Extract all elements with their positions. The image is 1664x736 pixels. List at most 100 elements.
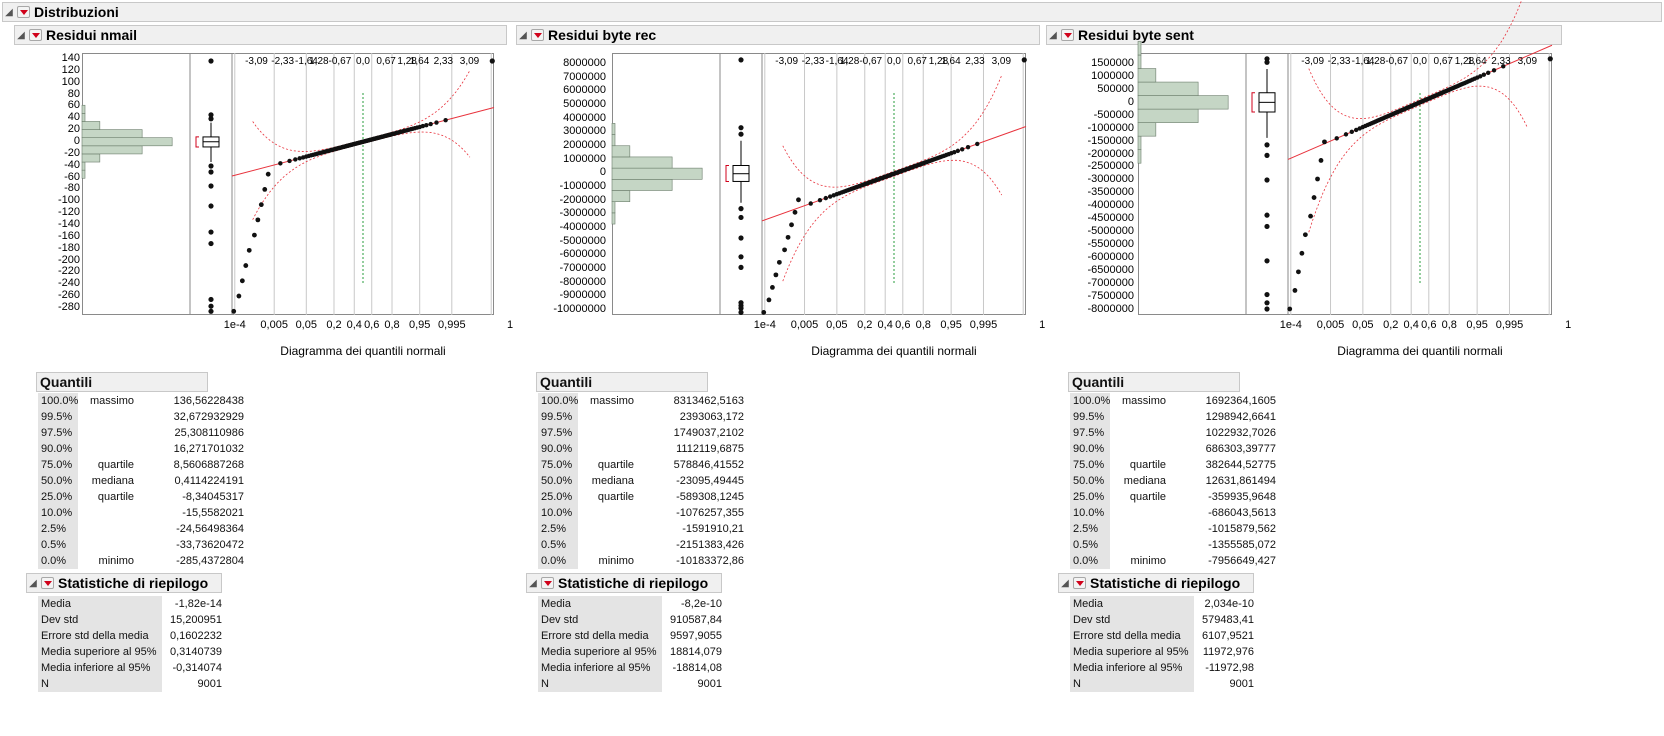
- summary-stats-table: Media -1,82e-14 Dev std 15,200951 Errore std…: [38, 596, 224, 692]
- bottom-tick-label: 0,95: [408, 319, 431, 331]
- qq-tail-point: [782, 247, 787, 253]
- top-tick-label: -2,33: [1327, 56, 1351, 67]
- collapse-triangle-icon[interactable]: ◢: [529, 577, 537, 589]
- bottom-tick-label: 1e-4: [223, 319, 246, 331]
- collapse-triangle-icon[interactable]: ◢: [1061, 577, 1069, 589]
- quantiles-table: 100.0% massimo 1692364,1605 99.5% 1298942,66…: [1070, 393, 1280, 571]
- top-tick-label: 1,64: [1467, 56, 1487, 67]
- top-tick-label: -2,33: [801, 56, 825, 67]
- quantile-value: 578846,41552: [673, 459, 744, 471]
- outlier-point: [1264, 59, 1270, 65]
- quantile-value: -2151383,426: [676, 539, 744, 551]
- collapse-triangle-icon[interactable]: ◢: [519, 29, 527, 41]
- qq-tail-point: [789, 222, 794, 228]
- bottom-tick-label: 0,6: [364, 319, 380, 331]
- y-tick-label: -60: [64, 170, 80, 183]
- bottom-tick-label: 0,8: [1441, 319, 1457, 331]
- stat-value: 18814,079: [670, 646, 722, 658]
- histogram-bar: [1137, 122, 1157, 137]
- y-tick-label: -200: [57, 253, 80, 266]
- table-row: Media superiore al 95% 18814,079: [538, 644, 724, 660]
- quantile-value: 1692364,1605: [1205, 395, 1276, 407]
- histogram-bar: [1137, 149, 1142, 164]
- red-menu-icon[interactable]: [41, 577, 54, 589]
- bottom-tick-label: 0,4: [1403, 319, 1419, 331]
- quantile-percent: 50.0%: [1070, 473, 1110, 489]
- red-menu-icon[interactable]: [29, 29, 42, 41]
- quantile-name: quartile: [597, 491, 634, 503]
- red-menu-icon[interactable]: [541, 577, 554, 589]
- collapse-triangle-icon[interactable]: ◢: [29, 577, 37, 589]
- red-menu-icon[interactable]: [17, 6, 30, 18]
- top-tick-label: 3,09: [991, 56, 1012, 67]
- red-menu-icon[interactable]: [531, 29, 544, 41]
- collapse-triangle-icon[interactable]: ◢: [1049, 29, 1057, 41]
- quantile-percent: 10.0%: [1070, 505, 1110, 521]
- table-row: 0.0% minimo -285,4372804: [38, 553, 248, 569]
- x-axis-caption: Diagramma dei quantili normali: [280, 344, 446, 358]
- collapse-triangle-icon[interactable]: ◢: [17, 29, 25, 41]
- quantiles-header[interactable]: Quantili: [1068, 372, 1240, 392]
- stat-value: -8,2e-10: [681, 598, 722, 610]
- qq-tail-point: [792, 209, 798, 215]
- summary-stats-title: Statistiche di riepilogo: [1090, 575, 1241, 591]
- outlier-point: [738, 125, 744, 131]
- stat-value: 11972,976: [1202, 646, 1254, 658]
- quantile-percent: 25.0%: [38, 489, 78, 505]
- table-row: 50.0% mediana 12631,861494: [1070, 473, 1280, 489]
- histogram-bar: [611, 123, 616, 135]
- stat-name: Dev std: [1070, 612, 1194, 628]
- distribution-plot: [81, 53, 495, 315]
- table-row: Media 2,034e-10: [1070, 596, 1256, 612]
- quantile-percent: 50.0%: [538, 473, 578, 489]
- quantile-percent: 2.5%: [38, 521, 78, 537]
- qq-point: [420, 123, 426, 129]
- quantile-value: 136,56228438: [173, 395, 244, 407]
- quantile-percent: 50.0%: [38, 473, 78, 489]
- y-tick-label: -220: [57, 265, 80, 278]
- qq-point: [278, 161, 283, 166]
- top-tick-label: -3,09: [245, 56, 268, 67]
- collapse-triangle-icon[interactable]: ◢: [5, 6, 13, 18]
- red-menu-icon[interactable]: [1061, 29, 1074, 41]
- qq-tail-point: [785, 234, 791, 240]
- y-tick-label: 0: [73, 135, 80, 147]
- stat-value: 0,3140739: [170, 646, 222, 658]
- y-tick-label: -9000000: [559, 289, 607, 302]
- table-row: 90.0% 16,271701032: [38, 441, 248, 457]
- bottom-tick-label: 0,05: [826, 319, 848, 331]
- outlier-point: [738, 309, 744, 316]
- histogram-bar: [81, 137, 173, 147]
- quantile-value: -24,56498364: [176, 523, 244, 535]
- bottom-tick-label: 0,2: [326, 319, 342, 331]
- stat-value: -0,314074: [172, 662, 222, 674]
- qq-point: [955, 148, 961, 154]
- top-tick-label: 2,33: [965, 56, 985, 67]
- y-tick-label: -260: [57, 289, 80, 302]
- distribuzioni-header: ◢ Distribuzioni: [2, 2, 1662, 22]
- distribution-plot: [611, 53, 1027, 316]
- y-tick-label: 1000000: [1091, 69, 1134, 82]
- panel-title: Residui byte rec: [548, 27, 657, 43]
- histogram-bar: [1137, 41, 1142, 56]
- bottom-tick-label: 0,6: [895, 319, 911, 331]
- qq-point: [1481, 72, 1487, 77]
- red-menu-icon[interactable]: [1073, 577, 1086, 589]
- quantiles-header[interactable]: Quantili: [536, 372, 708, 392]
- stat-value: 9001: [697, 678, 722, 690]
- top-tick-label: -1,64: [295, 56, 318, 67]
- outlier-point: [738, 264, 744, 270]
- qq-tail-point: [766, 297, 772, 303]
- stat-name: Errore std della media: [1070, 628, 1194, 644]
- outlier-point: [1264, 223, 1270, 230]
- table-row: 50.0% mediana -23095,49445: [538, 473, 748, 489]
- quantile-value: -285,4372804: [176, 555, 244, 567]
- quantile-value: 382644,52775: [1205, 459, 1276, 471]
- quantile-value: 0,4114224191: [174, 475, 244, 487]
- quantiles-header[interactable]: Quantili: [36, 372, 208, 392]
- summary-stats-header: ◢ Statistiche di riepilogo: [26, 573, 222, 593]
- table-row: 25.0% quartile -359935,9648: [1070, 489, 1280, 505]
- table-row: 97.5% 1749037,2102: [538, 425, 748, 441]
- top-tick-label: 0,0: [1413, 56, 1427, 67]
- y-tick-label: -4000000: [559, 221, 607, 233]
